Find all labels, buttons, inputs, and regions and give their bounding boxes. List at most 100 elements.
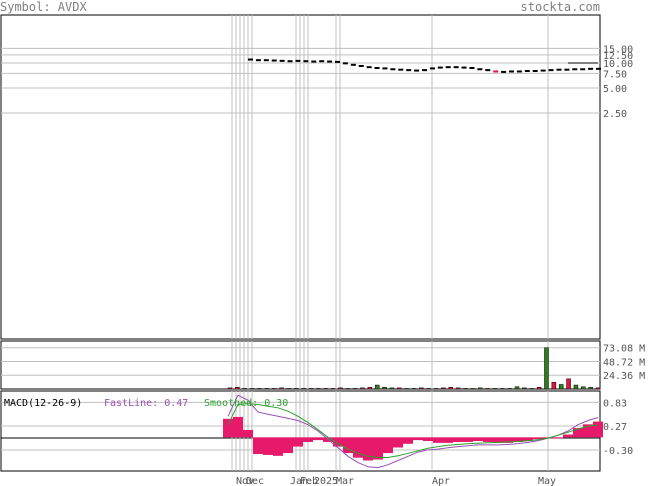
price-tick-label: 7.50 bbox=[603, 69, 627, 80]
macd-histogram-bar bbox=[343, 437, 353, 454]
macd-histogram-bar bbox=[583, 424, 593, 438]
x-label: May bbox=[538, 476, 556, 486]
macd-histogram-bar bbox=[563, 434, 573, 438]
macd-axis: 0.83 0.27 -0.30 bbox=[603, 398, 633, 457]
price-point bbox=[453, 66, 459, 69]
site-name[interactable]: stockta.com bbox=[520, 0, 600, 14]
volume-bar bbox=[433, 388, 439, 390]
x-label: Mar bbox=[336, 476, 354, 486]
price-point bbox=[374, 66, 380, 69]
price-point bbox=[366, 66, 372, 69]
macd-histogram-bar bbox=[313, 437, 323, 441]
volume-bar bbox=[492, 388, 498, 390]
price-point bbox=[248, 58, 253, 61]
price-point bbox=[406, 69, 412, 72]
price-point bbox=[580, 68, 586, 71]
volume-bar bbox=[536, 387, 542, 390]
price-point bbox=[382, 67, 388, 70]
macd-histogram-bar bbox=[353, 437, 363, 458]
macd-histogram-bar bbox=[383, 437, 393, 454]
macd-histogram-bar bbox=[413, 437, 423, 441]
macd-histogram-bar bbox=[223, 418, 233, 438]
volume-bar bbox=[382, 387, 387, 390]
macd-histogram-bar bbox=[593, 421, 603, 438]
volume-bar bbox=[227, 387, 233, 390]
price-point bbox=[445, 66, 451, 69]
macd-histogram-bar bbox=[303, 437, 313, 442]
macd-histogram-bar bbox=[333, 437, 343, 447]
volume-bar bbox=[257, 388, 262, 390]
volume-bar bbox=[485, 388, 490, 390]
macd-histogram-bar bbox=[573, 428, 583, 438]
price-point bbox=[556, 68, 562, 71]
volume-bar bbox=[477, 387, 483, 390]
price-point bbox=[414, 69, 420, 72]
volume-bars bbox=[227, 347, 601, 390]
price-tick-label: 2.50 bbox=[603, 109, 627, 120]
volume-bar bbox=[558, 384, 564, 390]
macd-fastline-label: FastLine: 0.47 bbox=[104, 398, 188, 409]
price-point bbox=[279, 59, 285, 62]
macd-smoothed-label: Smoothed: 0.30 bbox=[204, 398, 288, 409]
macd-histogram-bar bbox=[433, 437, 443, 443]
macd-histogram-bar bbox=[263, 437, 273, 455]
volume-bar bbox=[367, 387, 373, 390]
price-tick-label: 5.00 bbox=[603, 84, 627, 95]
macd-histogram-bar bbox=[443, 437, 453, 443]
volume-bar bbox=[566, 378, 571, 390]
price-point bbox=[509, 70, 514, 73]
volume-bar bbox=[551, 381, 557, 390]
volume-bar bbox=[330, 388, 336, 390]
volume-bar bbox=[279, 387, 284, 390]
volume-bar bbox=[389, 387, 395, 390]
volume-bar bbox=[293, 388, 299, 390]
volume-tick-label: 73.08 M bbox=[603, 344, 645, 355]
volume-bar bbox=[588, 387, 593, 390]
volume-bar bbox=[581, 386, 586, 390]
price-point bbox=[540, 69, 546, 72]
volume-tick-label: 48.72 M bbox=[603, 357, 645, 368]
price-point bbox=[263, 59, 269, 62]
macd-histogram-bar bbox=[473, 437, 483, 442]
price-point bbox=[287, 60, 293, 63]
volume-bar bbox=[345, 388, 351, 390]
macd-histogram-bar bbox=[363, 437, 373, 461]
volume-bar bbox=[448, 387, 454, 390]
price-point bbox=[335, 60, 340, 63]
price-point bbox=[485, 69, 491, 72]
price-point bbox=[501, 70, 507, 73]
x-label: Apr bbox=[432, 476, 450, 486]
grid-lines bbox=[1, 15, 600, 471]
volume-bar bbox=[419, 387, 424, 390]
price-point bbox=[588, 67, 594, 70]
macd-histogram-bar bbox=[503, 437, 513, 443]
volume-bar bbox=[463, 388, 468, 390]
price-point bbox=[327, 60, 333, 63]
price-point bbox=[303, 60, 309, 63]
macd-histogram-bar bbox=[273, 437, 283, 456]
price-point bbox=[429, 67, 435, 70]
volume-bar bbox=[242, 388, 247, 390]
volume-bar bbox=[249, 388, 255, 390]
volume-bar bbox=[374, 384, 380, 390]
macd-histogram-bar bbox=[463, 437, 473, 442]
x-label: Nov bbox=[236, 476, 254, 486]
x-label: Dec bbox=[246, 476, 264, 486]
macd-histogram-bar bbox=[403, 437, 413, 444]
macd-histogram-bar bbox=[523, 437, 533, 442]
price-point bbox=[596, 67, 601, 70]
price-point bbox=[437, 66, 443, 69]
volume-bar bbox=[397, 387, 402, 390]
volume-bar bbox=[301, 388, 306, 390]
macd-tick-label: 0.83 bbox=[603, 398, 627, 409]
price-point bbox=[295, 59, 301, 62]
macd-lines bbox=[227, 394, 599, 469]
macd-histogram-bar bbox=[393, 437, 403, 448]
price-point bbox=[493, 70, 499, 73]
price-point bbox=[319, 60, 325, 63]
x-label: Jan bbox=[290, 476, 308, 486]
volume-bar bbox=[514, 386, 520, 390]
volume-axis: 73.08 M 48.72 M 24.36 M bbox=[603, 344, 645, 383]
